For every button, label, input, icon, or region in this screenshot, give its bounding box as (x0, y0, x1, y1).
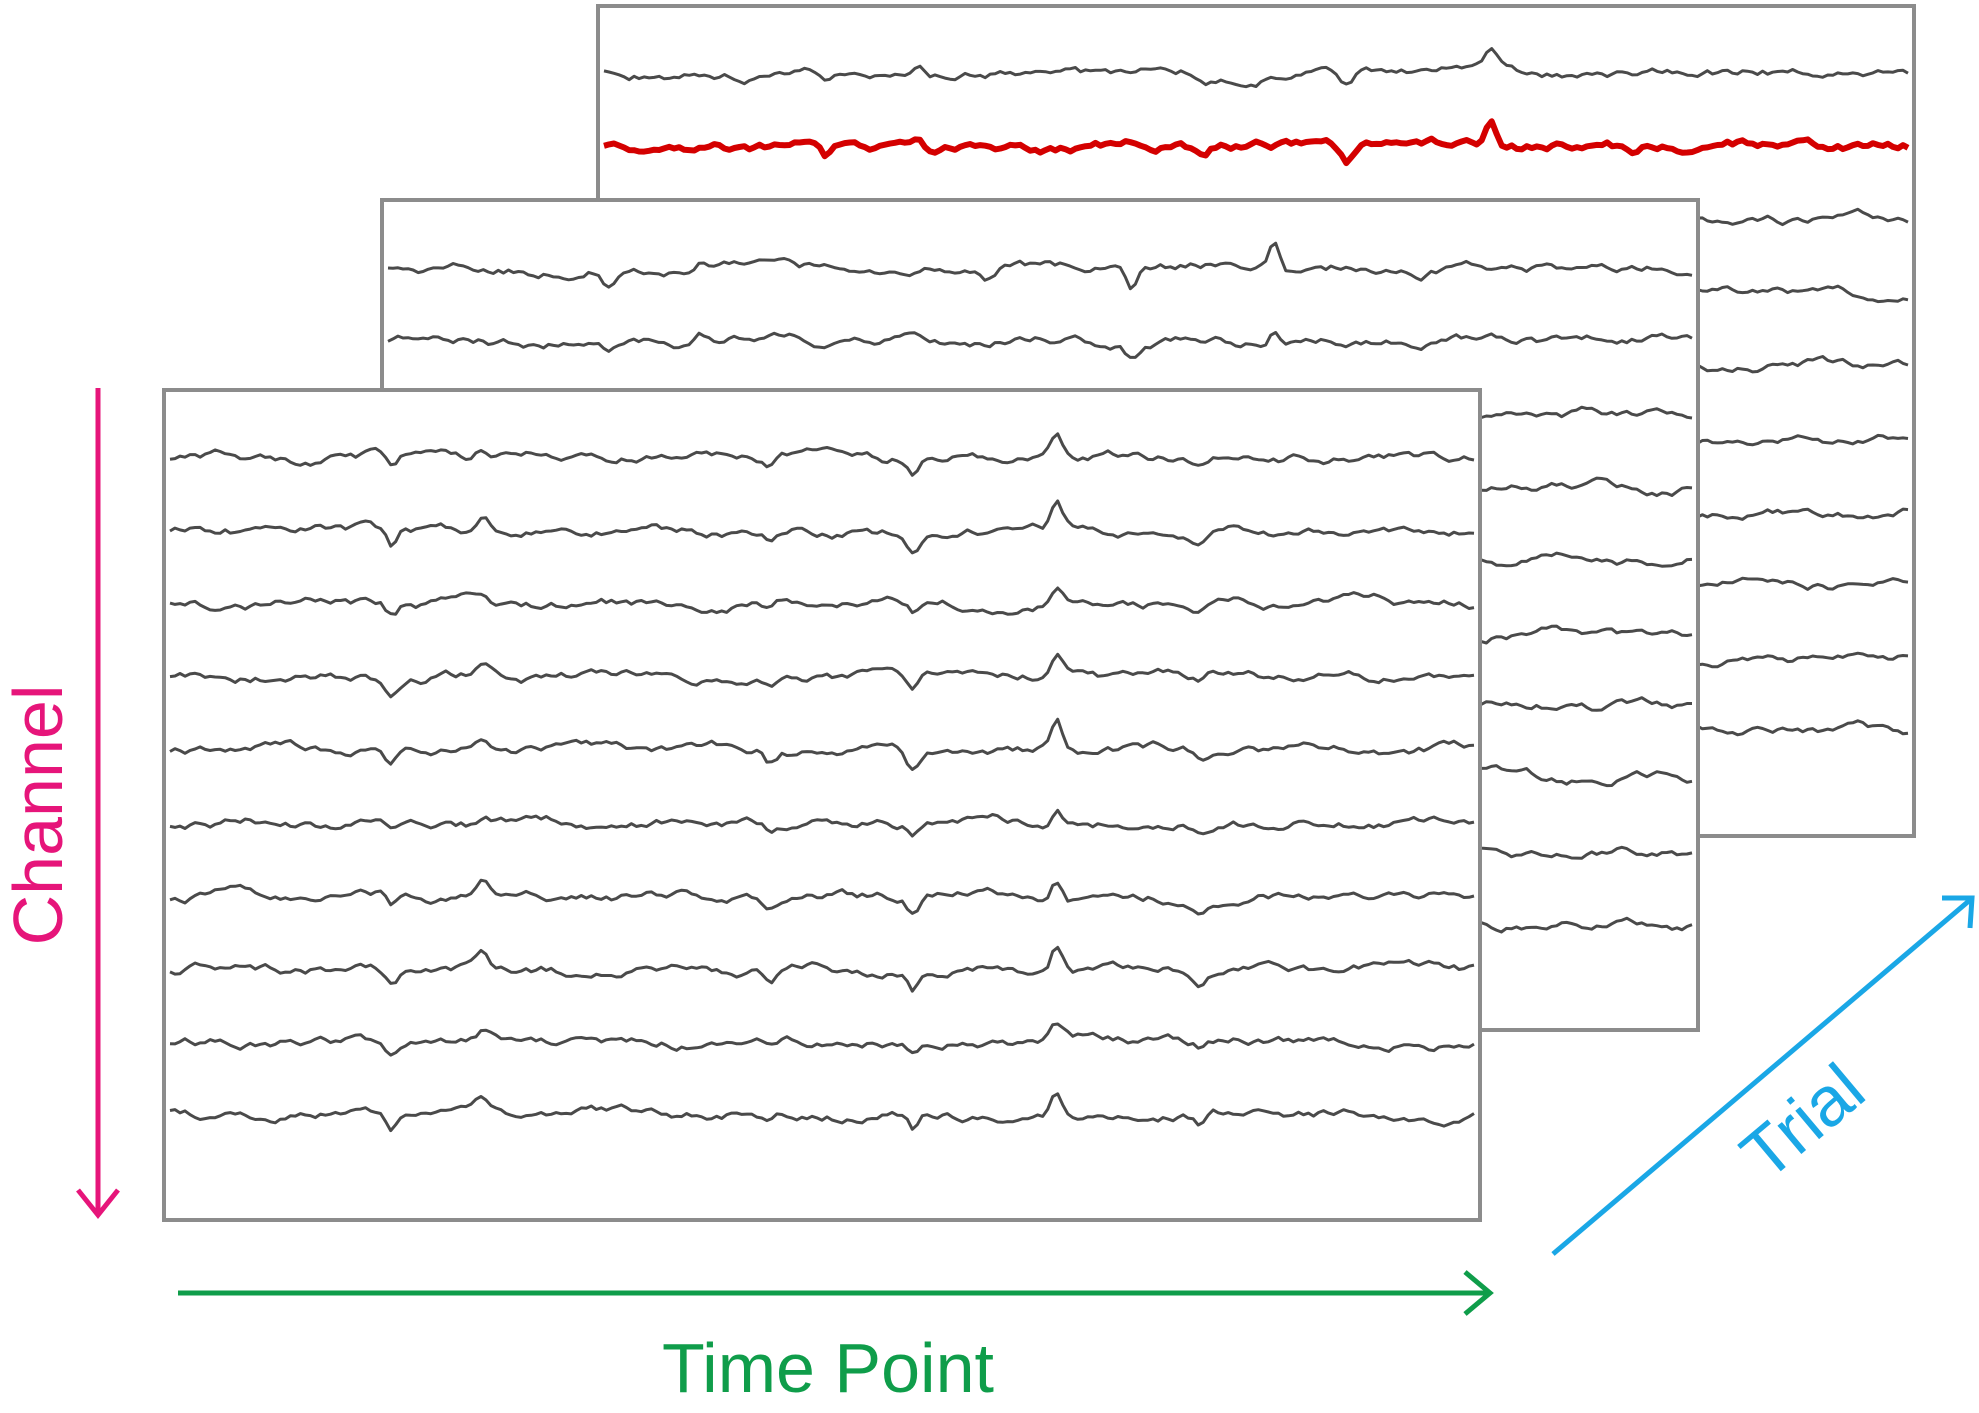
channel-axis-arrowhead (76, 1188, 120, 1220)
channel-trace (169, 945, 1475, 993)
channel-trace (169, 499, 1475, 555)
trial-axis-arrowhead (1942, 895, 1975, 929)
channel-trace (603, 47, 1909, 89)
channel-trace (169, 808, 1475, 838)
time-axis-label: Time Point (662, 1329, 994, 1407)
channel-trace (387, 241, 1693, 291)
channel-trace (169, 586, 1475, 616)
channel-trace (169, 717, 1475, 771)
channel-axis: Channel (0, 388, 120, 1220)
channel-axis-label: Channel (0, 685, 77, 946)
time-axis-arrowhead (1463, 1270, 1494, 1316)
time-axis: Time Point (178, 1270, 1494, 1407)
channel-trace (169, 1022, 1475, 1057)
channel-trace (387, 331, 1693, 359)
channel-trace (169, 652, 1475, 699)
trial-axis-line (1551, 898, 1972, 1256)
highlighted-channel-trace (603, 118, 1910, 167)
trial-panel-front-traces (169, 432, 1475, 1133)
channel-trace (169, 432, 1475, 477)
trial-axis-label: Trial (1726, 1049, 1878, 1195)
trial-panel-front (162, 388, 1482, 1222)
channel-trace (169, 1092, 1475, 1133)
trial-panel-front-frame (162, 388, 1482, 1222)
channel-trace (169, 878, 1475, 916)
